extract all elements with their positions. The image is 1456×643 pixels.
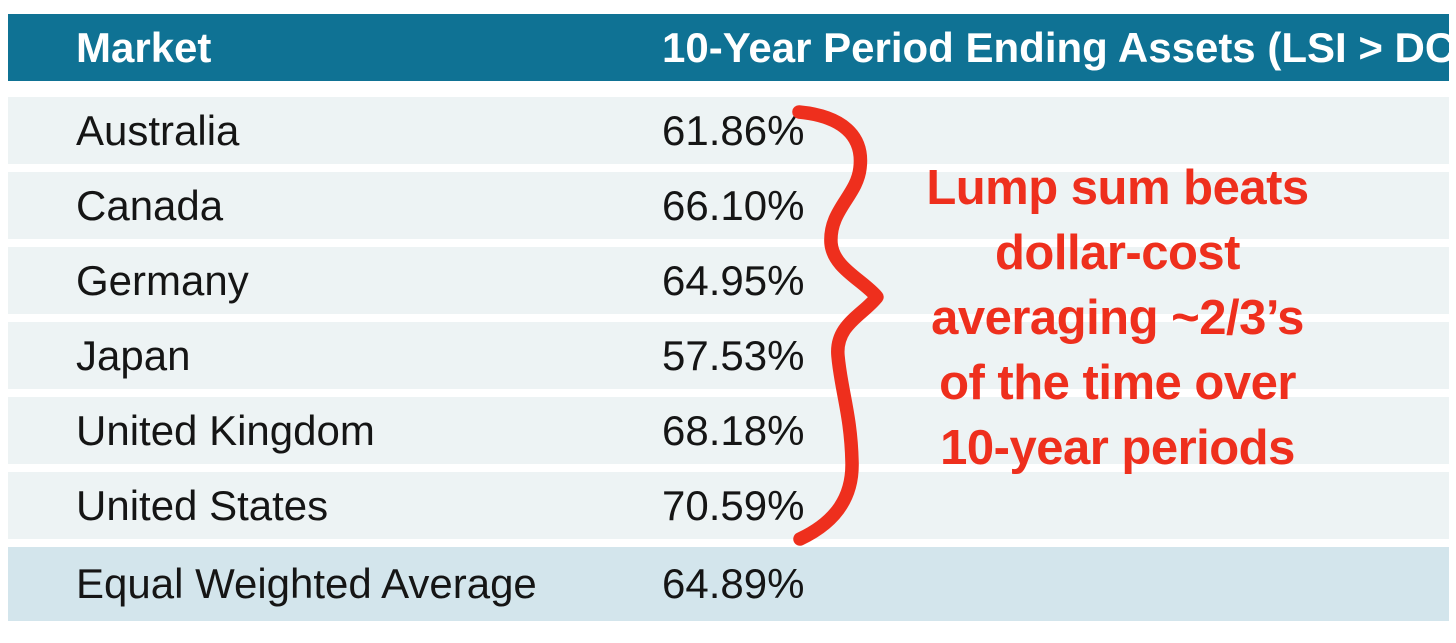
market-cell: Canada — [76, 181, 224, 229]
market-cell: Germany — [76, 256, 249, 304]
annotation-line: averaging ~2/3’s — [931, 291, 1304, 345]
table-header-row: Market 10-Year Period Ending Assets (LSI… — [8, 14, 1456, 81]
value-cell: 57.53% — [662, 331, 805, 379]
table-row: Japan 57.53% — [8, 322, 1449, 389]
annotation-text: Lump sum beats dollar-cost averaging ~2/… — [880, 156, 1355, 481]
column-header-value: 10-Year Period Ending Assets (LSI > DCA) — [662, 23, 1456, 71]
summary-value-cell: 64.89% — [662, 560, 805, 607]
annotation-line: 10-year periods — [940, 421, 1295, 475]
annotation-line: of the time over — [939, 356, 1296, 410]
table-row: United States 70.59% — [8, 472, 1449, 539]
value-cell: 66.10% — [662, 181, 805, 229]
value-cell: 64.95% — [662, 256, 805, 304]
summary-row: Equal Weighted Average 64.89% — [8, 547, 1449, 621]
table-row: United Kingdom 68.18% — [8, 397, 1449, 464]
value-cell: 61.86% — [662, 106, 805, 154]
market-cell: United Kingdom — [76, 406, 375, 454]
table-row: Canada 66.10% — [8, 172, 1449, 239]
market-cell: Japan — [76, 331, 191, 379]
market-cell: Australia — [76, 106, 240, 154]
table-row: Germany 64.95% — [8, 247, 1449, 314]
column-header-market: Market — [76, 23, 212, 71]
market-table: Market 10-Year Period Ending Assets (LSI… — [8, 14, 1456, 621]
annotation-line: Lump sum beats — [926, 161, 1309, 215]
value-cell: 68.18% — [662, 406, 805, 454]
value-cell: 70.59% — [662, 481, 805, 529]
summary-label-cell: Equal Weighted Average — [76, 560, 537, 607]
table-row: Australia 61.86% — [8, 97, 1449, 164]
market-cell: United States — [76, 481, 329, 529]
annotation-line: dollar-cost — [995, 226, 1240, 280]
